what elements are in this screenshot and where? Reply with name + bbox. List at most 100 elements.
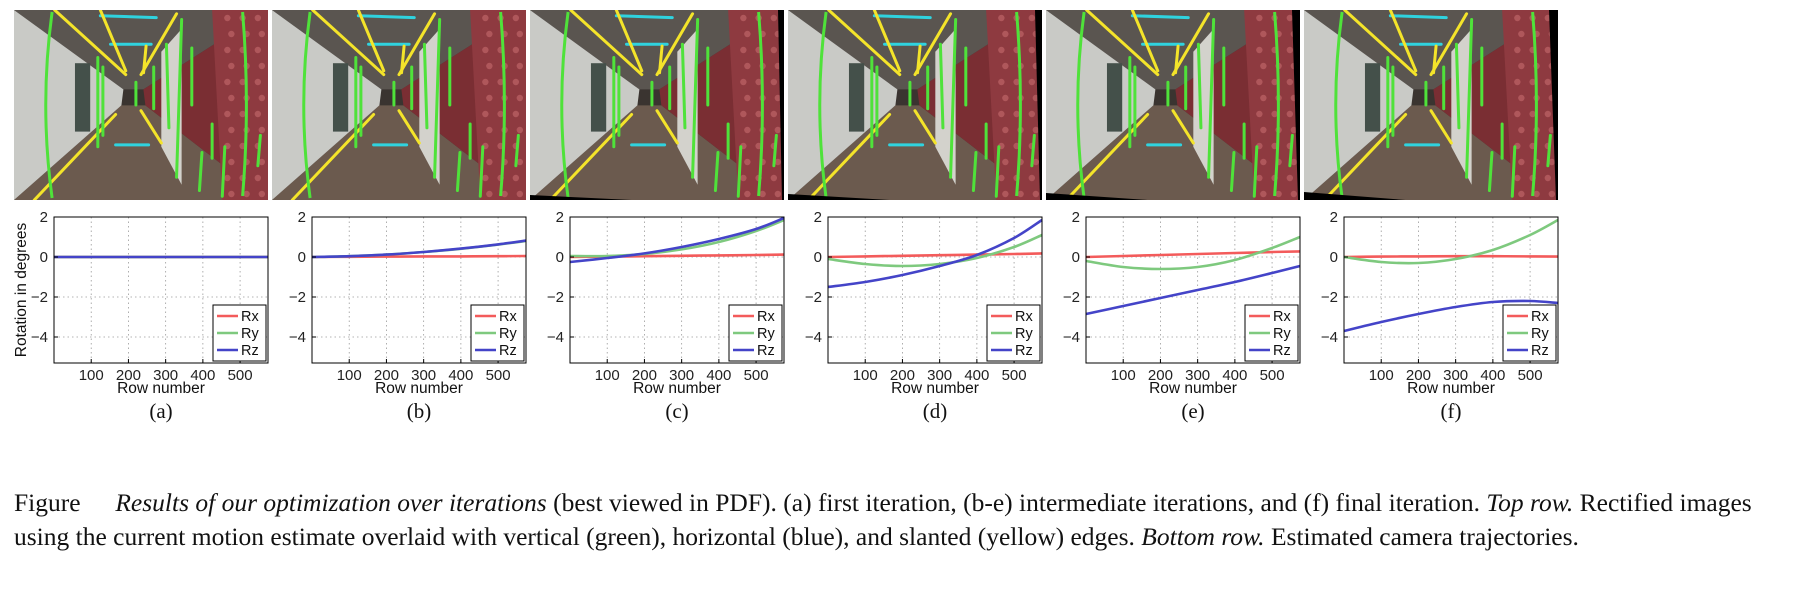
legend-label: Rz xyxy=(499,343,517,359)
hallway-image xyxy=(530,10,784,200)
plot-frame xyxy=(827,216,1043,364)
vertical-edge xyxy=(499,11,506,197)
legend-label: Rx xyxy=(1531,309,1549,325)
slanted-edge xyxy=(1085,10,1160,77)
slanted-edge xyxy=(655,109,679,145)
vertical-edge xyxy=(736,145,743,198)
slanted-edge xyxy=(1171,12,1211,77)
y-tick-label: 2 xyxy=(40,209,48,226)
slanted-edge xyxy=(400,44,406,75)
series-line-rx xyxy=(1343,254,1559,259)
y-tick-label: −2 xyxy=(547,289,564,306)
slanted-edge xyxy=(1130,10,1160,73)
horizontal-edge xyxy=(356,14,416,20)
x-axis-label: Row number xyxy=(1149,380,1237,397)
vertical-edge xyxy=(1454,42,1461,130)
left-wall xyxy=(530,10,640,200)
window xyxy=(1364,63,1381,132)
slanted-edge xyxy=(1174,44,1180,75)
hallway-image xyxy=(14,10,268,200)
caption-top-row: Top row. xyxy=(1486,488,1574,517)
panel-label: (b) xyxy=(407,399,432,423)
slanted-edge xyxy=(53,10,128,77)
y-tick-label: 0 xyxy=(40,249,48,266)
slanted-edge xyxy=(397,12,437,77)
x-tick-label: 100 xyxy=(853,367,878,384)
panel-label: (c) xyxy=(665,399,688,423)
vertical-edge xyxy=(241,11,248,197)
x-axis-label: Row number xyxy=(375,380,463,397)
y-tick-label: 2 xyxy=(1072,209,1080,226)
slanted-edge xyxy=(569,10,644,77)
slanted-edge xyxy=(142,44,148,75)
y-tick-label: −4 xyxy=(805,329,822,346)
x-tick-label: 100 xyxy=(1111,367,1136,384)
slanted-edge xyxy=(614,10,644,73)
vertical-edge xyxy=(1546,133,1552,168)
slanted-edge xyxy=(1343,10,1418,77)
slanted-edge xyxy=(658,44,664,75)
vertical-edge xyxy=(938,42,945,130)
x-tick-label: 300 xyxy=(153,367,178,384)
left-wall xyxy=(788,10,898,200)
legend-label: Rz xyxy=(241,343,259,359)
legend-label: Rz xyxy=(1531,343,1549,359)
x-tick-label: 300 xyxy=(927,367,952,384)
panel-label: (a) xyxy=(149,399,172,423)
rectification-border xyxy=(1304,192,1406,200)
rectification-border xyxy=(1046,193,1148,200)
vertical-edge xyxy=(1030,133,1036,168)
left-wall xyxy=(272,10,382,200)
x-tick-label: 400 xyxy=(706,367,731,384)
horizontal-edge xyxy=(614,14,674,20)
slanted-edge xyxy=(916,44,922,75)
x-tick-label: 200 xyxy=(1148,367,1173,384)
vertical-edge xyxy=(1334,11,1344,199)
x-tick-label: 100 xyxy=(595,367,620,384)
hallway-image xyxy=(1046,10,1300,200)
plot-frame xyxy=(1085,216,1301,364)
vertical-edge xyxy=(1531,11,1538,197)
floor xyxy=(14,105,268,200)
rectification-border xyxy=(788,194,890,200)
vertical-edge xyxy=(220,145,227,198)
horizontal-edge xyxy=(1130,14,1190,20)
rectification-border xyxy=(778,10,784,200)
x-tick-label: 300 xyxy=(1185,367,1210,384)
vertical-edge xyxy=(818,11,828,199)
x-tick-label: 100 xyxy=(79,367,104,384)
plot-frame xyxy=(311,216,527,364)
legend-label: Rx xyxy=(499,309,517,325)
y-tick-label: 0 xyxy=(1072,249,1080,266)
legend-label: Rz xyxy=(757,343,775,359)
legend-label: Ry xyxy=(1015,326,1033,342)
vertical-edge xyxy=(772,133,778,168)
panel-label: (d) xyxy=(923,399,948,423)
slanted-edge xyxy=(913,109,937,145)
legend-label: Rx xyxy=(1015,309,1033,325)
vertical-edge xyxy=(1207,18,1216,179)
legend-label: Rz xyxy=(1273,343,1291,359)
floor xyxy=(1046,105,1300,200)
y-tick-label: −4 xyxy=(1063,329,1080,346)
x-axis-label: Row number xyxy=(891,380,979,397)
horizontal-edge xyxy=(98,14,158,20)
slanted-edge xyxy=(1432,44,1438,75)
slanted-edge xyxy=(913,12,953,77)
x-tick-label: 400 xyxy=(1222,367,1247,384)
legend-box xyxy=(1502,304,1557,362)
y-tick-label: −4 xyxy=(1321,329,1338,346)
